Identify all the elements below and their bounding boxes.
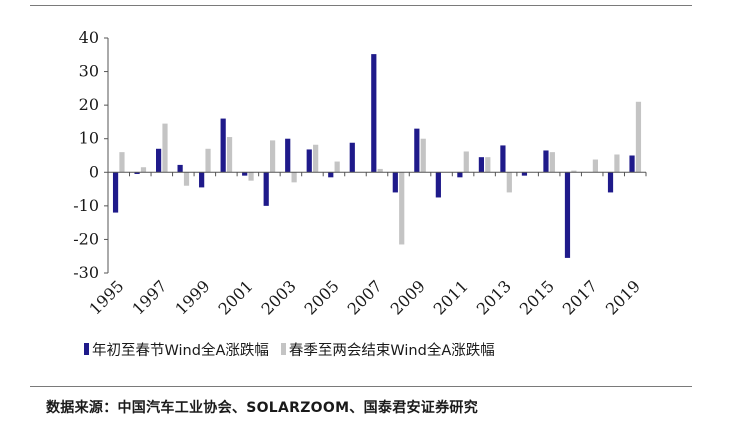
bar-series-1 (263, 172, 269, 206)
bar-series-2 (270, 140, 276, 173)
legend-swatch-series-2 (280, 343, 286, 355)
x-tick-label: 1995 (85, 276, 127, 318)
bar-series-2 (506, 172, 512, 193)
y-tick-label: 10 (79, 129, 99, 148)
x-tick-label: 2011 (430, 276, 472, 318)
legend-label-series-1: 年初至春节Wind全A涨跌幅 (92, 342, 269, 359)
x-tick-label: 2007 (344, 276, 386, 318)
bar-series-1 (349, 142, 355, 173)
x-tick-label: 2001 (214, 276, 256, 318)
bar-series-1 (199, 172, 205, 188)
bar-series-2 (334, 161, 340, 173)
y-tick-label: 0 (89, 162, 99, 181)
bar-series-2 (119, 152, 125, 173)
bar-series-2 (162, 123, 168, 173)
bar-series-1 (306, 149, 312, 173)
bar-series-2 (463, 151, 469, 173)
bar-series-2 (183, 172, 190, 186)
y-tick-label: -20 (73, 229, 99, 248)
y-tick-label: 40 (79, 28, 99, 47)
chart-legend: 年初至春节Wind全A涨跌幅 春季至两会结束Wind全A涨跌幅 (84, 339, 507, 359)
bar-series-2 (614, 154, 620, 173)
bar-series-1 (392, 172, 398, 193)
bar-series-2 (635, 101, 642, 173)
x-tick-label: 2005 (301, 276, 343, 318)
x-tick-label: 2017 (559, 276, 601, 318)
x-tick-label: 1999 (171, 276, 213, 318)
source-note: 数据来源：中国汽车工业协会、SOLARZOOM、国泰君安证券研究 (46, 400, 479, 416)
bar-series-1 (177, 164, 183, 173)
legend-swatch-series-1 (84, 343, 89, 355)
bar-series-1 (564, 172, 571, 258)
bar-series-2 (377, 168, 383, 173)
y-tick-label: 20 (79, 95, 99, 114)
x-tick-label: 2015 (516, 276, 558, 318)
top-rule (30, 5, 692, 6)
x-tick-label: 1997 (128, 276, 170, 318)
legend-label-series-2: 春季至两会结束Wind全A涨跌幅 (288, 342, 495, 359)
bar-series-1 (478, 157, 484, 173)
bar-series-2 (485, 157, 491, 173)
bar-series-2 (205, 148, 211, 173)
x-tick-label: 2003 (258, 276, 300, 318)
y-tick-label: 30 (79, 62, 99, 81)
bar-series-2 (248, 172, 254, 181)
y-tick-label: -10 (73, 196, 99, 215)
bar-series-1 (521, 172, 528, 176)
x-tick-label: 2009 (387, 276, 429, 318)
bar-series-1 (629, 155, 635, 173)
bar-series-1 (112, 172, 119, 213)
bar-series-2 (140, 167, 147, 173)
bar-series-1 (435, 172, 441, 198)
bar-series-2 (592, 159, 598, 173)
bar-series-1 (242, 172, 248, 176)
bar-series-1 (220, 118, 226, 173)
x-tick-label: 2013 (473, 276, 515, 318)
bar-series-1 (457, 172, 463, 178)
bar-series-2 (291, 172, 297, 183)
bar-series-1 (607, 172, 614, 193)
bar-series-1 (414, 128, 420, 173)
bar-series-1 (371, 54, 377, 173)
bar-series-1 (285, 138, 291, 173)
x-tick-label: 2019 (602, 276, 644, 318)
bar-series-2 (420, 138, 426, 173)
y-tick-label: -30 (73, 263, 99, 282)
bar-series-1 (543, 150, 549, 173)
bar-series-1 (500, 145, 506, 173)
bar-series-2 (549, 152, 555, 173)
bar-series-2 (226, 137, 233, 173)
bottom-rule (30, 386, 692, 387)
bar-series-2 (571, 170, 577, 173)
bar-series-1 (328, 172, 334, 178)
bar-series-2 (399, 172, 405, 245)
legend-item-series-1: 年初至春节Wind全A涨跌幅 (84, 339, 269, 360)
bar-series-2 (313, 144, 319, 173)
legend-item-series-2: 春季至两会结束Wind全A涨跌幅 (280, 339, 495, 360)
bar-series-1 (134, 172, 140, 174)
bar-series-1 (156, 148, 162, 173)
